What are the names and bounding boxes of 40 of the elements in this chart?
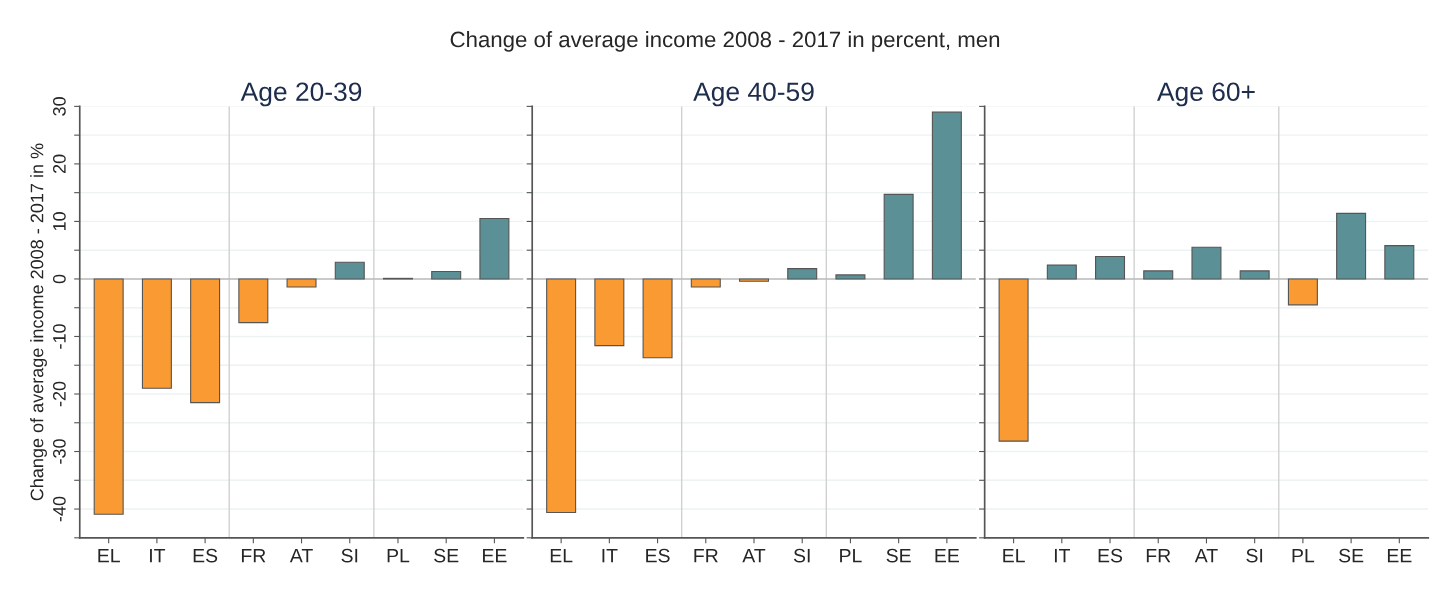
y-tick-label: -10 (52, 324, 66, 349)
y-tick-label: -40 (52, 496, 66, 522)
x-tick-label: IT (602, 548, 618, 563)
chart-title: Age 40-59 (693, 82, 814, 107)
x-tick-label: EL (550, 548, 573, 563)
x-tick-label: ES (1098, 548, 1123, 563)
x-tick-label: SI (341, 548, 358, 563)
x-tick-label: FR (1146, 548, 1171, 563)
x-tick-label: ES (193, 548, 218, 563)
x-tick-label: EE (483, 548, 507, 563)
x-tick-label: AT (289, 548, 313, 563)
x-tick-label: IT (1054, 548, 1071, 563)
x-tick-label: SE (1339, 548, 1364, 563)
y-tick-label: 20 (52, 154, 66, 174)
text: Change of average income 2008 - 2017 in percent, men (450, 31, 1000, 52)
x-tick-label: PL (840, 548, 862, 563)
y-tick-label: -20 (52, 381, 66, 407)
x-tick-label: EE (1387, 548, 1412, 563)
x-tick-label: SE (434, 548, 459, 563)
x-tick-label: EL (1003, 548, 1025, 563)
y-tick-label: 0 (52, 274, 66, 284)
x-tick-label: AT (1194, 548, 1218, 563)
x-tick-label: AT (742, 548, 766, 563)
x-tick-label: EL (98, 548, 120, 563)
y-tick-label: 30 (52, 97, 66, 116)
y-axis-title: Change of average income 2008 - 2017 in % (30, 143, 47, 501)
x-tick-label: FR (241, 548, 266, 563)
x-tick-label: FR (694, 548, 718, 563)
y-tick-label: 10 (52, 212, 66, 231)
x-tick-label: EE (935, 548, 959, 563)
x-tick-label: IT (150, 548, 166, 563)
chart-title: Age 60+ (1156, 82, 1255, 107)
x-tick-label: SE (886, 548, 911, 563)
y-tick-label: -30 (52, 439, 66, 464)
x-tick-label: SI (1246, 548, 1263, 563)
x-tick-label: ES (646, 548, 670, 563)
x-tick-label: PL (387, 548, 410, 563)
chart-title: Age 20-39 (240, 82, 362, 107)
x-tick-label: SI (793, 548, 810, 563)
x-tick-label: PL (1292, 548, 1315, 563)
